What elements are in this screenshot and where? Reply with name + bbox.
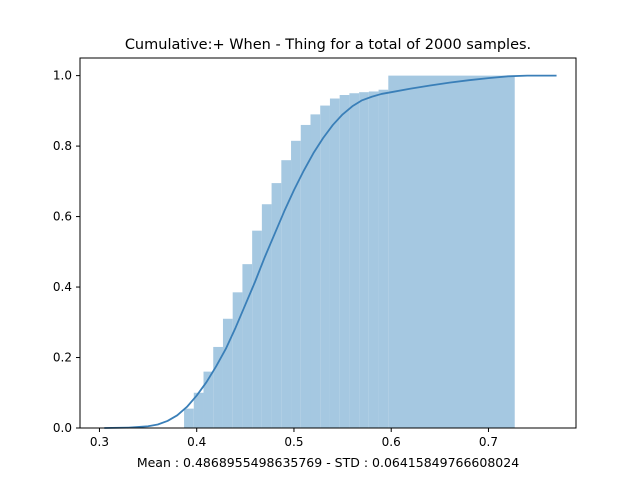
y-axis-ticks: 0.0 0.2 0.4 0.6 0.8 1.0	[53, 69, 80, 435]
histogram-bar	[359, 92, 369, 429]
y-tick-label: 0.8	[53, 139, 72, 153]
histogram-bar	[252, 230, 262, 428]
histogram-bar	[271, 183, 282, 428]
x-tick-label: 0.6	[382, 435, 401, 449]
histogram-bar	[320, 105, 330, 428]
histogram-bar	[329, 98, 340, 429]
axes-frame	[79, 57, 577, 429]
histogram-bar	[291, 140, 301, 428]
histogram-bar	[242, 264, 253, 428]
chart-title: Cumulative:+ When - Thing for a total of…	[125, 37, 531, 53]
y-tick-label: 0.0	[53, 421, 72, 435]
histogram-bar	[281, 160, 292, 428]
histogram-bar	[232, 292, 243, 428]
histogram-bar	[184, 408, 194, 428]
x-axis-label: Mean : 0.4868955498635769 - STD : 0.0641…	[137, 455, 519, 470]
histogram-bar	[203, 371, 214, 428]
y-tick-label: 1.0	[53, 69, 72, 83]
x-axis-ticks: 0.3 0.4 0.5 0.6 0.7	[90, 428, 498, 449]
x-tick-label: 0.3	[90, 435, 109, 449]
histogram-bar	[261, 204, 272, 428]
histogram-bar	[388, 75, 515, 429]
histogram-bars	[184, 75, 515, 429]
cdf-curve-layer	[104, 74, 557, 429]
histogram-bar	[310, 114, 321, 428]
y-tick-label: 0.2	[53, 351, 72, 365]
histogram-bar	[368, 91, 379, 428]
histogram-bar	[300, 124, 311, 428]
x-tick-label: 0.5	[284, 435, 303, 449]
histogram-bar	[222, 318, 233, 428]
histogram-bar	[349, 93, 360, 429]
cdf-curve	[104, 74, 557, 429]
histogram-bar	[213, 346, 223, 428]
y-tick-label: 0.4	[53, 280, 72, 294]
histogram-bar	[193, 392, 204, 428]
histogram-bar	[378, 89, 389, 429]
histogram-bar	[339, 95, 350, 428]
y-tick-label: 0.6	[53, 210, 72, 224]
x-tick-label: 0.7	[479, 435, 498, 449]
x-tick-label: 0.4	[187, 435, 206, 449]
